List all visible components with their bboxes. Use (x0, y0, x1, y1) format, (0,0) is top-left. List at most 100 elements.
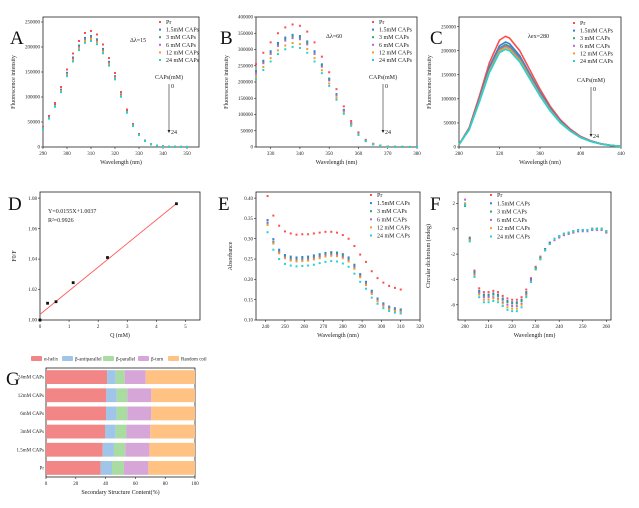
data-point (567, 232, 570, 235)
data-point (478, 292, 481, 295)
x-tick-label: 350 (325, 152, 333, 157)
bar-segment (46, 406, 107, 421)
data-point (529, 280, 532, 283)
data-point (359, 275, 362, 278)
data-point (342, 112, 345, 115)
data-point (353, 272, 356, 275)
data-point (497, 298, 500, 301)
data-point (341, 257, 344, 260)
data-point (266, 231, 269, 234)
data-point (295, 258, 298, 261)
legend-marker (370, 202, 372, 205)
data-point (487, 298, 490, 301)
arrow-down-icon (167, 130, 171, 133)
data-point (46, 301, 49, 305)
data-point (515, 302, 518, 305)
series-12 (266, 223, 402, 314)
data-point (108, 63, 110, 66)
arrow-start-label: 0 (593, 87, 596, 93)
data-point (96, 33, 98, 36)
data-point (272, 248, 275, 251)
bar-segment (112, 461, 124, 475)
data-point (114, 78, 116, 81)
legend-label: 3 mM CAPs (497, 210, 528, 216)
data-point (520, 298, 523, 301)
bar-segment (106, 406, 117, 421)
legend-label: 24 mM CAPs (497, 235, 531, 241)
data-point (262, 69, 265, 72)
y-tick-label: 100000 (441, 98, 457, 103)
bar-segment (150, 424, 195, 439)
data-point (96, 41, 98, 44)
data-point (266, 195, 269, 198)
data-point (482, 298, 485, 301)
data-point (353, 263, 356, 266)
data-point (342, 111, 345, 114)
legend-marker (372, 21, 374, 23)
data-point (54, 102, 56, 104)
y-tick-label: -6 (451, 303, 456, 308)
data-point (558, 236, 561, 239)
data-point (78, 49, 80, 52)
legend-label: β-parallel (116, 358, 136, 363)
data-point (473, 269, 476, 272)
data-point (364, 284, 367, 287)
data-point (341, 234, 344, 237)
data-point (306, 30, 309, 33)
data-point (301, 260, 304, 263)
data-point (382, 303, 385, 306)
data-point (328, 71, 331, 74)
data-point (492, 292, 495, 295)
data-point (186, 145, 188, 148)
x-tick-label: 80 (163, 482, 169, 487)
legend-label: Pr (379, 20, 384, 26)
legend-marker (159, 51, 161, 54)
data-point (330, 252, 333, 255)
data-point (38, 318, 42, 322)
data-point (506, 303, 509, 306)
data-point (313, 60, 316, 63)
bar-segment (115, 424, 127, 439)
y-tick-label: 0.15 (244, 298, 253, 303)
data-point (291, 37, 294, 40)
y-tick-label: 250000 (238, 64, 254, 69)
legend-marker (490, 227, 492, 230)
data-point (577, 230, 580, 233)
data-point (284, 36, 287, 39)
data-point (548, 242, 551, 245)
data-point (278, 251, 281, 254)
data-point (382, 307, 385, 310)
category-label: 12mM CAPs (18, 394, 44, 399)
x-tick-label: 3 (126, 325, 129, 330)
data-point (487, 291, 490, 294)
data-point (272, 242, 275, 245)
legend-label: Pr (497, 193, 502, 199)
data-point (84, 32, 86, 34)
data-point (320, 64, 323, 67)
data-point (506, 308, 509, 311)
x-tick-label: 380 (413, 152, 421, 157)
data-point (341, 262, 344, 265)
x-axis-label: Secondary Structure Content(%) (81, 489, 159, 496)
plot-area (46, 368, 195, 477)
data-point (291, 33, 294, 36)
data-point (283, 257, 286, 260)
data-point (482, 291, 485, 294)
data-point (492, 299, 495, 302)
data-point (388, 284, 391, 287)
data-point (393, 310, 396, 313)
data-point (284, 26, 287, 29)
data-point (276, 43, 279, 46)
x-tick-label: 200 (461, 325, 469, 330)
data-point (335, 94, 338, 97)
legend-marker (490, 194, 492, 196)
data-point (324, 254, 327, 257)
data-point (306, 43, 309, 46)
x-axis-label: Wavelength (nm) (317, 332, 359, 339)
arrow-title: CAPs(mM) (369, 74, 397, 81)
y-tick-label: 1.08 (28, 197, 37, 202)
data-point (468, 237, 471, 240)
data-point (289, 264, 292, 267)
category-label: Pr (40, 466, 45, 471)
y-axis-label: Fluorescence intensity (427, 55, 433, 109)
